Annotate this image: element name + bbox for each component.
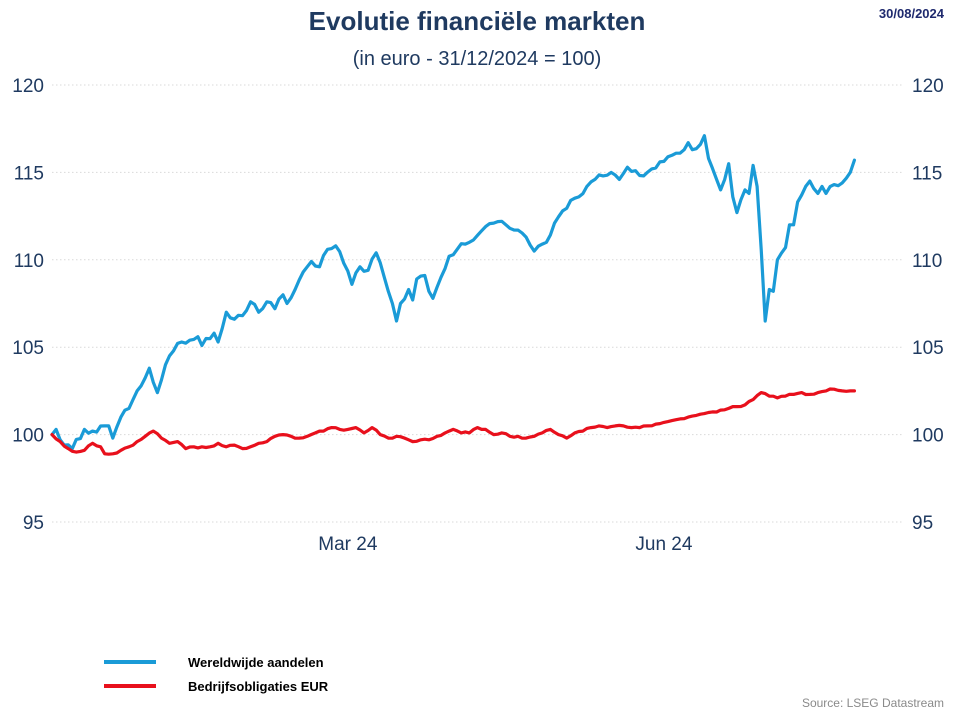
y-tick-left-95: 95: [23, 513, 44, 534]
y-tick-left-115: 115: [14, 163, 44, 184]
y-tick-right-120: 120: [912, 76, 944, 97]
y-tick-left-105: 105: [12, 338, 44, 359]
y-tick-right-95: 95: [912, 513, 933, 534]
y-tick-right-115: 115: [912, 163, 942, 184]
y-tick-left-120: 120: [12, 76, 44, 97]
series-line-equities: [50, 134, 856, 451]
source-note: Source: LSEG Datastream: [801, 696, 944, 710]
legend-item-bonds: Bedrijfsobligaties EUR: [104, 674, 328, 698]
x-tick-jun-24: Jun 24: [635, 534, 692, 555]
legend-label-bonds: Bedrijfsobligaties EUR: [188, 678, 329, 694]
legend-swatch-bonds: [104, 684, 156, 688]
x-tick-mar-24: Mar 24: [318, 534, 378, 555]
y-tick-right-100: 100: [912, 426, 944, 447]
y-axis-right: 95 100 105 110 115 120: [912, 76, 944, 534]
y-tick-right-110: 110: [912, 251, 942, 272]
series-line-bonds: [50, 387, 856, 456]
chart-subtitle: (in euro - 31/12/2024 = 100): [352, 48, 602, 70]
y-tick-left-110: 110: [14, 251, 44, 272]
series-lines: [50, 134, 856, 456]
legend-swatch-equities: [104, 660, 156, 664]
legend-item-equities: Wereldwijde aandelen: [104, 650, 328, 674]
grid-lines: [52, 84, 903, 523]
legend: Wereldwijde aandelen Bedrijfsobligaties …: [104, 650, 328, 698]
date-label: 30/08/2024: [878, 6, 944, 21]
chart-title: Evolutie financiële markten: [308, 6, 646, 36]
y-axis-left: 95 100 105 110 115 120: [12, 76, 44, 534]
legend-label-equities: Wereldwijde aandelen: [188, 654, 324, 670]
y-tick-right-105: 105: [912, 338, 944, 359]
x-axis: Mar 24 Jun 24: [318, 534, 693, 555]
y-tick-left-100: 100: [12, 426, 44, 447]
